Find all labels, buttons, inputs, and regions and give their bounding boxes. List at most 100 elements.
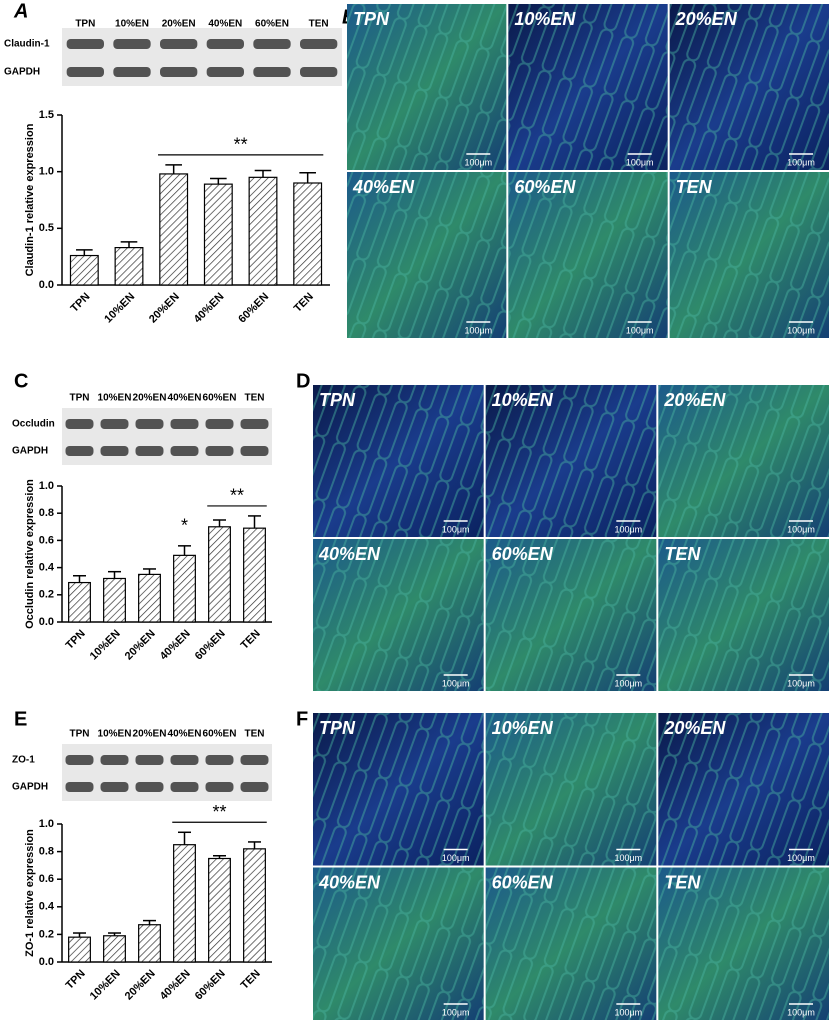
scale-label: 100μm <box>442 678 470 688</box>
micrograph-texture <box>347 172 507 338</box>
lane-label: 20%EN <box>133 393 167 404</box>
lane-label: 40%EN <box>168 393 202 404</box>
lane-label: 20%EN <box>133 729 167 740</box>
x-tick-label: 20%EN <box>123 628 158 663</box>
blot-band <box>205 782 234 792</box>
bar <box>173 844 196 963</box>
lane-label: 40%EN <box>208 19 242 30</box>
x-tick-label: TEN <box>239 628 263 652</box>
micrograph-texture <box>313 713 484 866</box>
blot-band <box>135 782 164 792</box>
x-tick-label: 40%EN <box>192 291 227 326</box>
micrograph-texture <box>508 172 668 338</box>
bar <box>138 573 161 623</box>
blot-band <box>100 419 129 429</box>
micrograph-texture <box>313 385 484 537</box>
micrograph-texture <box>669 4 829 170</box>
group-label: 10%EN <box>492 390 554 410</box>
bar <box>248 176 278 286</box>
blot-band <box>135 755 164 765</box>
group-label: 10%EN <box>492 718 554 738</box>
blot-band <box>66 39 104 49</box>
lane-label: 10%EN <box>98 393 132 404</box>
micrograph-texture <box>658 539 829 691</box>
blot-band <box>113 39 151 49</box>
micrograph-texture <box>347 4 507 170</box>
micrograph-texture <box>658 713 829 866</box>
blot-band <box>100 446 129 456</box>
lane-label: TPN <box>70 729 90 740</box>
blot-band <box>66 67 104 77</box>
blot-band <box>205 755 234 765</box>
x-tick-label: TPN <box>64 968 88 992</box>
bar <box>103 935 126 963</box>
blot-band <box>253 39 291 49</box>
blot-band <box>65 446 94 456</box>
bar <box>243 848 266 963</box>
group-label: TPN <box>319 390 356 410</box>
blot-band <box>170 446 199 456</box>
blot-row-label: GAPDH <box>12 446 48 457</box>
lane-label: TPN <box>70 393 90 404</box>
x-tick-label: 60%EN <box>236 291 271 326</box>
bar <box>138 924 161 963</box>
blot-band <box>240 446 269 456</box>
blot-row-label: GAPDH <box>12 782 48 793</box>
blot-band <box>205 446 234 456</box>
y-tick-label: 1.0 <box>39 166 54 178</box>
x-tick-label: TPN <box>68 291 92 315</box>
y-tick-label: 0.2 <box>39 928 54 940</box>
blot-band <box>206 39 244 49</box>
y-tick-label: 0.8 <box>39 507 54 519</box>
significance-mark: ** <box>212 802 226 822</box>
micrograph-texture <box>669 172 829 338</box>
y-tick-label: 1.5 <box>39 109 54 121</box>
blot-band <box>205 419 234 429</box>
y-axis-label: Claudin-1 relative expression <box>24 123 36 276</box>
scale-label: 100μm <box>787 678 815 688</box>
blot-band <box>240 782 269 792</box>
y-tick-label: 0.8 <box>39 846 54 858</box>
lane-label: TEN <box>245 393 265 404</box>
y-tick-label: 0.0 <box>39 956 54 968</box>
group-label: TPN <box>353 9 390 29</box>
blot-row-label: Occludin <box>12 419 55 430</box>
micrograph-texture <box>485 385 657 537</box>
micrograph-texture <box>313 539 484 691</box>
y-axis-label: Occludin relative expression <box>24 479 36 629</box>
blot-band <box>170 419 199 429</box>
blot-row-label: GAPDH <box>4 67 40 78</box>
lane-label: 60%EN <box>255 19 289 30</box>
group-label: 10%EN <box>514 9 576 29</box>
bar <box>69 254 99 286</box>
x-tick-label: TEN <box>239 968 263 992</box>
lane-label: 60%EN <box>203 393 237 404</box>
significance-mark: ** <box>230 486 244 506</box>
blot-band <box>240 755 269 765</box>
x-tick-label: 40%EN <box>158 628 193 663</box>
micrograph-texture <box>658 385 829 537</box>
x-tick-label: 10%EN <box>88 628 123 663</box>
group-label: 60%EN <box>514 177 576 197</box>
scale-label: 100μm <box>442 1007 470 1017</box>
blot-band <box>206 67 244 77</box>
bar <box>203 183 233 286</box>
micrograph-texture <box>485 867 657 1020</box>
bar <box>173 554 196 623</box>
blot-band <box>160 67 198 77</box>
group-label: 60%EN <box>492 544 554 564</box>
blot-band <box>300 39 338 49</box>
bar <box>103 577 126 623</box>
y-tick-label: 0.0 <box>39 279 54 291</box>
x-tick-label: 10%EN <box>88 968 123 1003</box>
x-tick-label: 60%EN <box>193 628 228 663</box>
micrograph-texture <box>658 867 829 1020</box>
y-tick-label: 0.6 <box>39 534 54 546</box>
scale-label: 100μm <box>787 853 815 863</box>
blot-background <box>62 408 272 465</box>
blot-band <box>300 67 338 77</box>
blot-background <box>62 28 342 86</box>
y-tick-label: 1.0 <box>39 818 54 830</box>
group-label: 40%EN <box>318 872 381 892</box>
